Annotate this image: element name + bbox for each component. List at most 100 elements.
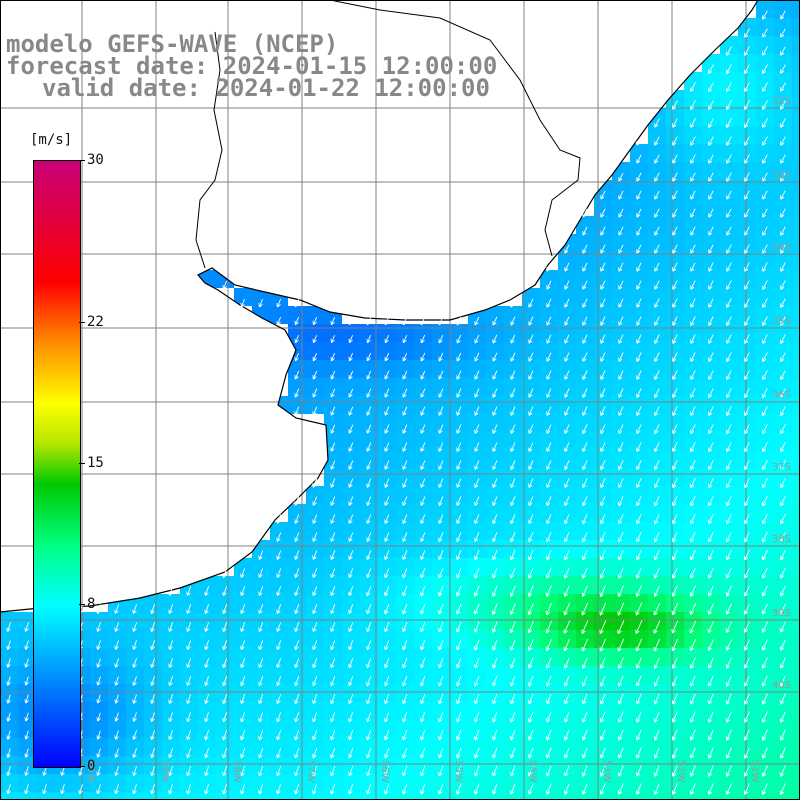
wind-arrow <box>762 100 768 110</box>
speed-cell <box>630 360 648 378</box>
wind-arrow <box>744 442 750 453</box>
speed-cell <box>396 630 414 648</box>
speed-cell <box>756 288 774 306</box>
wind-arrow <box>690 352 696 362</box>
speed-cell <box>522 522 540 540</box>
speed-cell <box>576 756 594 774</box>
speed-cell <box>342 432 360 450</box>
speed-cell <box>630 666 648 684</box>
speed-cell <box>270 792 288 800</box>
speed-cell <box>522 720 540 738</box>
wind-arrow <box>600 388 606 398</box>
speed-cell <box>486 360 504 378</box>
speed-cell <box>720 126 738 144</box>
wind-arrow <box>635 657 642 669</box>
speed-cell <box>504 630 522 648</box>
speed-cell <box>216 666 234 684</box>
longitude-label: 60W <box>85 760 96 783</box>
speed-cell <box>432 450 450 468</box>
wind-arrow <box>330 676 336 687</box>
wind-arrow <box>779 531 786 543</box>
wind-arrow <box>708 513 714 525</box>
wind-arrow <box>725 693 732 705</box>
speed-cell <box>252 558 270 576</box>
speed-cell <box>756 702 774 720</box>
speed-cell <box>198 702 216 720</box>
speed-cell <box>666 162 684 180</box>
wind-arrow <box>168 748 174 759</box>
speed-cell <box>576 306 594 324</box>
wind-arrow <box>384 586 390 597</box>
speed-cell <box>684 522 702 540</box>
wind-arrow <box>653 549 660 561</box>
wind-arrow <box>600 514 606 525</box>
wind-arrow <box>726 442 732 453</box>
speed-cell <box>666 378 684 396</box>
speed-cell <box>756 36 774 54</box>
wind-arrow <box>653 711 660 723</box>
wind-arrow <box>599 693 606 705</box>
wind-arrow <box>240 298 246 308</box>
wind-arrow <box>654 460 660 471</box>
speed-cell <box>648 630 666 648</box>
speed-cell <box>162 792 180 800</box>
wind-arrow <box>420 693 426 705</box>
wind-arrow <box>294 335 300 344</box>
wind-arrow <box>654 514 660 525</box>
wind-arrow <box>581 783 588 795</box>
speed-cell <box>162 594 180 612</box>
wind-arrow <box>294 783 300 795</box>
wind-arrow <box>474 370 480 380</box>
wind-arrow <box>384 675 390 687</box>
speed-cell <box>180 648 198 666</box>
wind-arrow <box>150 766 155 777</box>
speed-cell <box>396 396 414 414</box>
wind-arrow <box>761 711 768 723</box>
speed-cell <box>378 702 396 720</box>
wind-arrow <box>779 477 786 489</box>
wind-arrow <box>654 244 660 254</box>
speed-cell <box>630 576 648 594</box>
wind-arrow <box>564 478 570 489</box>
colorbar-tick-label: 8 <box>87 596 96 613</box>
speed-cell <box>792 198 800 216</box>
wind-arrow <box>402 729 408 741</box>
speed-cell <box>306 360 324 378</box>
wind-arrow <box>96 694 101 704</box>
wind-arrow <box>599 549 606 561</box>
speed-cell <box>540 468 558 486</box>
wind-arrow <box>420 442 426 452</box>
wind-arrow <box>510 514 516 525</box>
speed-cell <box>18 630 36 648</box>
wind-arrow <box>708 100 714 110</box>
speed-cell <box>648 360 666 378</box>
speed-cell <box>684 216 702 234</box>
wind-arrow <box>546 316 552 326</box>
wind-arrow <box>690 280 696 290</box>
speed-cell <box>684 504 702 522</box>
speed-cell <box>720 144 738 162</box>
wind-arrow <box>384 657 390 669</box>
wind-arrow <box>492 406 498 416</box>
speed-cell <box>792 630 800 648</box>
wind-arrow <box>438 316 444 326</box>
speed-cell <box>720 270 738 288</box>
speed-cell <box>504 450 522 468</box>
speed-cell <box>774 630 792 648</box>
speed-cell <box>504 396 522 414</box>
wind-arrow <box>618 208 624 218</box>
speed-cell <box>144 594 162 612</box>
wind-arrow <box>366 783 372 795</box>
wind-arrow <box>528 424 534 434</box>
wind-arrow <box>510 783 516 795</box>
wind-arrow <box>600 262 606 272</box>
speed-cell <box>288 792 306 800</box>
wind-arrow <box>132 676 137 686</box>
speed-cell <box>540 270 558 288</box>
wind-arrow <box>599 783 606 795</box>
speed-cell <box>720 414 738 432</box>
wind-arrow <box>672 262 678 272</box>
speed-cell <box>540 306 558 324</box>
wind-arrow <box>132 622 138 632</box>
speed-cell <box>558 702 576 720</box>
